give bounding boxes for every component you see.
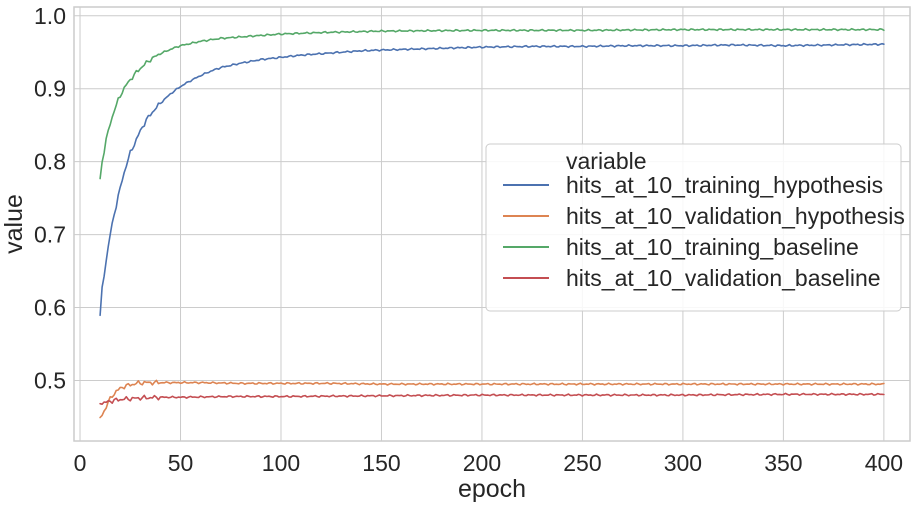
legend-entry: hits_at_10_validation_baseline — [566, 265, 881, 291]
x-tick-label: 100 — [262, 450, 300, 476]
x-tick-label: 300 — [664, 450, 702, 476]
legend-entry: hits_at_10_validation_hypothesis — [566, 203, 905, 229]
x-tick-labels: 0 50 100 150 200 250 300 350 400 — [74, 450, 903, 476]
legend-entry: hits_at_10_training_baseline — [566, 234, 859, 260]
y-axis-label: value — [0, 194, 28, 254]
series-layer — [99, 27, 885, 419]
series-line-hits-at-10-validation-baseline — [99, 392, 885, 406]
legend-entry: hits_at_10_training_hypothesis — [566, 172, 883, 198]
y-tick-labels: 0.5 0.6 0.7 0.8 0.9 1.0 — [34, 3, 66, 394]
x-tick-label: 200 — [463, 450, 501, 476]
y-tick-label: 0.7 — [34, 222, 66, 248]
x-tick-label: 0 — [74, 450, 87, 476]
x-tick-label: 350 — [764, 450, 802, 476]
x-tick-label: 150 — [362, 450, 400, 476]
x-axis-label: epoch — [458, 475, 526, 503]
y-tick-label: 0.9 — [34, 76, 66, 102]
plot-frame — [73, 6, 911, 442]
legend-items: hits_at_10_training_hypothesis hits_at_10… — [503, 172, 905, 291]
x-tick-label: 50 — [168, 450, 194, 476]
series-line-hits-at-10-training-baseline — [99, 27, 885, 180]
series-line-hits-at-10-validation-hypothesis — [99, 379, 885, 419]
legend-title: variable — [566, 148, 647, 174]
y-tick-label: 1.0 — [34, 3, 66, 29]
y-tick-label: 0.5 — [34, 367, 66, 393]
x-tick-label: 400 — [865, 450, 903, 476]
y-tick-label: 0.6 — [34, 295, 66, 321]
x-tick-label: 250 — [563, 450, 601, 476]
series-line-hits-at-10-training-hypothesis — [99, 42, 885, 317]
y-tick-label: 0.8 — [34, 149, 66, 175]
legend: variable hits_at_10_training_hypothesish… — [485, 143, 905, 312]
legend-box — [485, 143, 902, 312]
